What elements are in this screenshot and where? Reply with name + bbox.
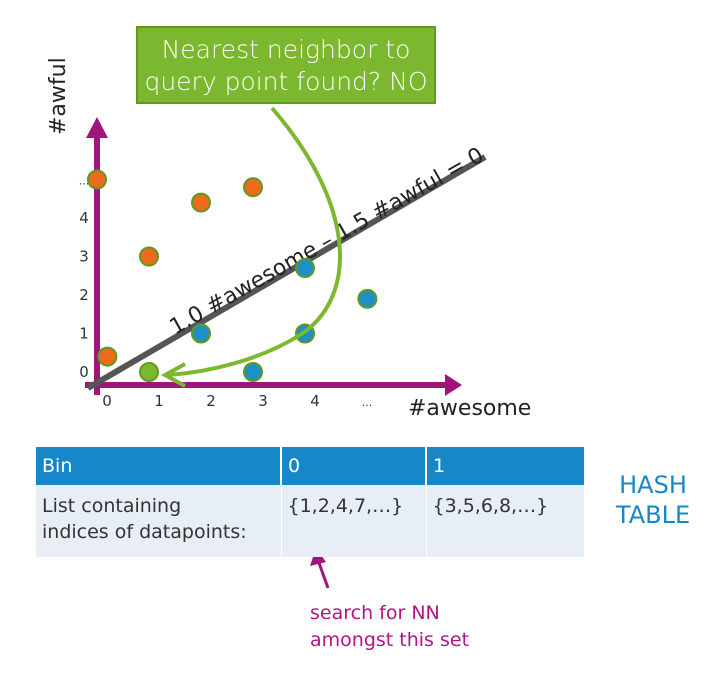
bin1-point	[191, 192, 211, 213]
y-tick-label: 4	[79, 209, 89, 227]
y-tick-label: 1	[79, 325, 89, 343]
y-tick-label: 3	[79, 248, 89, 266]
green-arrowhead	[160, 362, 186, 388]
callout-line-1: Nearest neighbor to	[161, 35, 411, 64]
callout-box: Nearest neighbor to query point found? N…	[136, 26, 436, 104]
bin-0-list: {1,2,4,7,…}	[281, 485, 427, 557]
y-tick-label: ...	[79, 175, 90, 188]
decision-line	[86, 154, 487, 391]
x-axis-title: #awesome	[408, 396, 532, 421]
header-bin-1: 1	[426, 447, 584, 485]
search-note: search for NN amongst this set	[310, 600, 469, 654]
x-tick-label: 3	[258, 392, 268, 410]
green-curved-arrow	[167, 106, 342, 377]
bin0-point	[357, 288, 378, 309]
hash-label-line-2: TABLE	[615, 501, 691, 529]
hash-table-header-row: Bin 0 1	[36, 447, 584, 485]
x-tick-label: 4	[310, 392, 320, 410]
query-point	[139, 362, 159, 382]
y-tick-label: 0	[79, 363, 89, 381]
bin0-point	[191, 323, 211, 344]
y-axis-title: #awful	[46, 57, 71, 135]
magenta-pointer-arrowhead	[310, 548, 326, 566]
magenta-pointer-line	[316, 559, 330, 589]
row-label-line-1: List containing	[42, 495, 182, 517]
bin1-point	[87, 169, 107, 190]
x-tick-label: 1	[154, 392, 164, 410]
header-bin-0: 0	[281, 447, 427, 485]
y-tick-label: 2	[79, 286, 89, 304]
bin0-point	[295, 258, 315, 279]
ticks: 0 1 2 3 4 ... 0 1 2 3 4...	[79, 175, 373, 411]
header-bin: Bin	[36, 447, 282, 485]
x-tick-label: 0	[102, 392, 112, 410]
x-tick-label: 2	[206, 392, 216, 410]
row-label-line-2: indices of datapoints:	[42, 521, 247, 543]
bin1-point	[243, 177, 263, 198]
x-axis-arrowhead	[445, 374, 462, 396]
hash-label-line-1: HASH	[619, 471, 687, 499]
points	[87, 169, 378, 382]
note-line-2: amongst this set	[310, 629, 470, 651]
callout-line-2: query point found? NO	[144, 67, 428, 96]
row-label: List containing indices of datapoints:	[36, 485, 282, 557]
hash-table-label: HASH TABLE	[598, 470, 708, 530]
bin0-point	[243, 362, 263, 382]
hash-table: Bin 0 1 List containing indices of datap…	[36, 447, 584, 557]
bin1-point	[139, 246, 159, 267]
y-axis-arrowhead	[86, 117, 108, 138]
hash-table-row: List containing indices of datapoints: {…	[36, 485, 584, 557]
bin1-point	[97, 346, 118, 367]
note-line-1: search for NN	[310, 602, 440, 624]
bin-1-list: {3,5,6,8,…}	[426, 485, 584, 557]
x-tick-label: ...	[362, 396, 373, 409]
